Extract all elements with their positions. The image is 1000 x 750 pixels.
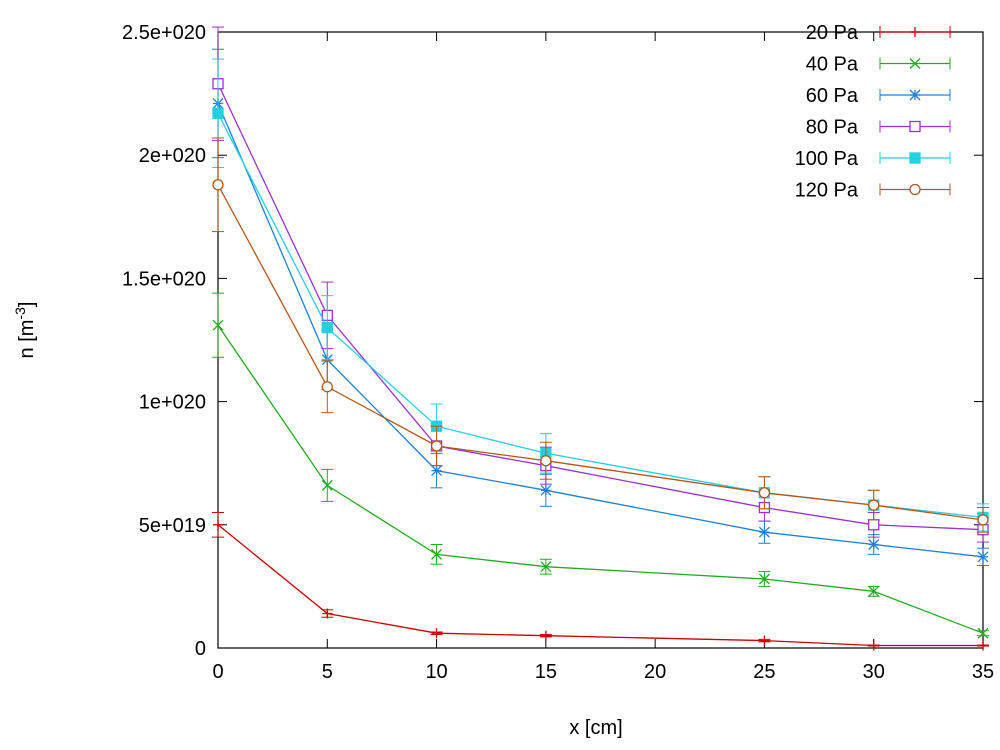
data-point bbox=[212, 107, 224, 119]
data-point bbox=[540, 630, 551, 641]
x-tick-label: 10 bbox=[425, 661, 447, 683]
marker-stroke bbox=[977, 551, 989, 563]
y-axis-title-superscript: -3 bbox=[12, 307, 28, 320]
marker-stroke bbox=[909, 58, 921, 69]
x-tick-label: 30 bbox=[863, 661, 885, 683]
legend-marker bbox=[909, 183, 921, 196]
y-tick-label: 5e+019 bbox=[139, 515, 206, 537]
marker-stroke bbox=[868, 585, 880, 597]
data-point bbox=[977, 514, 989, 526]
legend-label: 60 Pa bbox=[806, 85, 859, 107]
legend-item: 120 Pa bbox=[795, 180, 951, 202]
marker-stroke bbox=[868, 539, 880, 550]
legend-label: 80 Pa bbox=[806, 117, 859, 139]
y-axis-title: n [m-3] bbox=[12, 302, 38, 359]
data-point bbox=[977, 551, 989, 563]
y-tick-label: 2.5e+020 bbox=[122, 22, 206, 44]
plot-frame bbox=[217, 31, 984, 649]
legend-marker bbox=[909, 152, 921, 164]
data-point bbox=[321, 479, 333, 491]
axes: 0 5e+019 1e+020 1.5e+020 2e+020 2.5e+020 0 5 10 1… bbox=[122, 22, 994, 683]
data-point bbox=[758, 526, 770, 538]
legend-marker bbox=[910, 27, 920, 37]
marker-stroke bbox=[431, 548, 443, 560]
y-tick-label: 1.5e+020 bbox=[122, 268, 206, 290]
data-point bbox=[540, 561, 552, 573]
series-line bbox=[217, 524, 983, 647]
y-tick-label: 2e+020 bbox=[139, 145, 206, 167]
y-axis-title-close: ] bbox=[16, 302, 38, 308]
data-point bbox=[868, 499, 880, 511]
data-point bbox=[321, 381, 333, 393]
legend-item: 20 Pa bbox=[806, 22, 951, 44]
legend-marker bbox=[909, 58, 921, 69]
data-point bbox=[212, 179, 224, 191]
series-60-pa bbox=[212, 48, 989, 566]
legend-label: 40 Pa bbox=[806, 54, 859, 76]
y-tick-label: 0 bbox=[195, 638, 206, 660]
data-point bbox=[212, 319, 224, 331]
series-80-pa bbox=[212, 26, 989, 543]
y-tick-label: 1e+020 bbox=[139, 392, 206, 414]
data-point bbox=[759, 635, 770, 646]
data-point bbox=[978, 640, 988, 651]
series-layer bbox=[212, 26, 989, 651]
legend-label: 100 Pa bbox=[795, 148, 859, 170]
data-point bbox=[868, 640, 879, 651]
data-point bbox=[540, 455, 552, 467]
data-point bbox=[431, 548, 443, 560]
x-tick-label: 35 bbox=[972, 661, 994, 683]
data-point bbox=[758, 487, 771, 499]
series-line bbox=[217, 324, 984, 634]
x-tick-label: 5 bbox=[322, 661, 333, 683]
legend-item: 60 Pa bbox=[806, 85, 951, 107]
legend-label: 20 Pa bbox=[806, 22, 859, 44]
data-point bbox=[430, 440, 443, 452]
marker-stroke bbox=[758, 526, 770, 538]
marker-stroke bbox=[540, 561, 552, 573]
x-axis-title: x [cm] bbox=[569, 717, 622, 739]
data-point bbox=[868, 539, 880, 550]
data-point bbox=[431, 465, 443, 477]
series-100-pa bbox=[212, 58, 989, 532]
legend-item: 80 Pa bbox=[806, 117, 951, 139]
marker-stroke bbox=[431, 465, 443, 477]
data-point bbox=[977, 627, 989, 639]
series-120-pa bbox=[212, 137, 989, 533]
marker-stroke bbox=[977, 627, 989, 639]
legend: 20 Pa 40 Pa 60 Pa 80 Pa 100 Pa 120 Pa bbox=[795, 22, 951, 202]
legend-label: 120 Pa bbox=[795, 180, 859, 202]
data-point bbox=[322, 608, 333, 619]
marker-stroke bbox=[212, 319, 224, 331]
x-tick-label: 15 bbox=[535, 661, 557, 683]
data-point bbox=[758, 573, 770, 585]
legend-marker bbox=[909, 120, 921, 133]
legend-item: 40 Pa bbox=[806, 54, 951, 76]
x-tick-label: 20 bbox=[644, 661, 666, 683]
data-point bbox=[321, 322, 333, 334]
data-point bbox=[213, 519, 223, 530]
data-point bbox=[431, 628, 442, 639]
series-40-pa bbox=[212, 292, 989, 639]
marker-stroke bbox=[758, 573, 770, 585]
marker-stroke bbox=[540, 484, 552, 496]
data-point bbox=[540, 484, 552, 496]
data-point bbox=[868, 585, 880, 597]
data-point bbox=[868, 519, 880, 531]
legend-item: 100 Pa bbox=[795, 148, 951, 170]
y-axis-title-main: n [m bbox=[16, 320, 38, 359]
x-tick-label: 0 bbox=[212, 661, 223, 683]
marker-stroke bbox=[321, 479, 333, 491]
legend-marker bbox=[909, 89, 921, 101]
series-20-pa bbox=[212, 511, 989, 651]
marker-stroke bbox=[909, 89, 921, 101]
x-tick-label: 25 bbox=[753, 661, 775, 683]
